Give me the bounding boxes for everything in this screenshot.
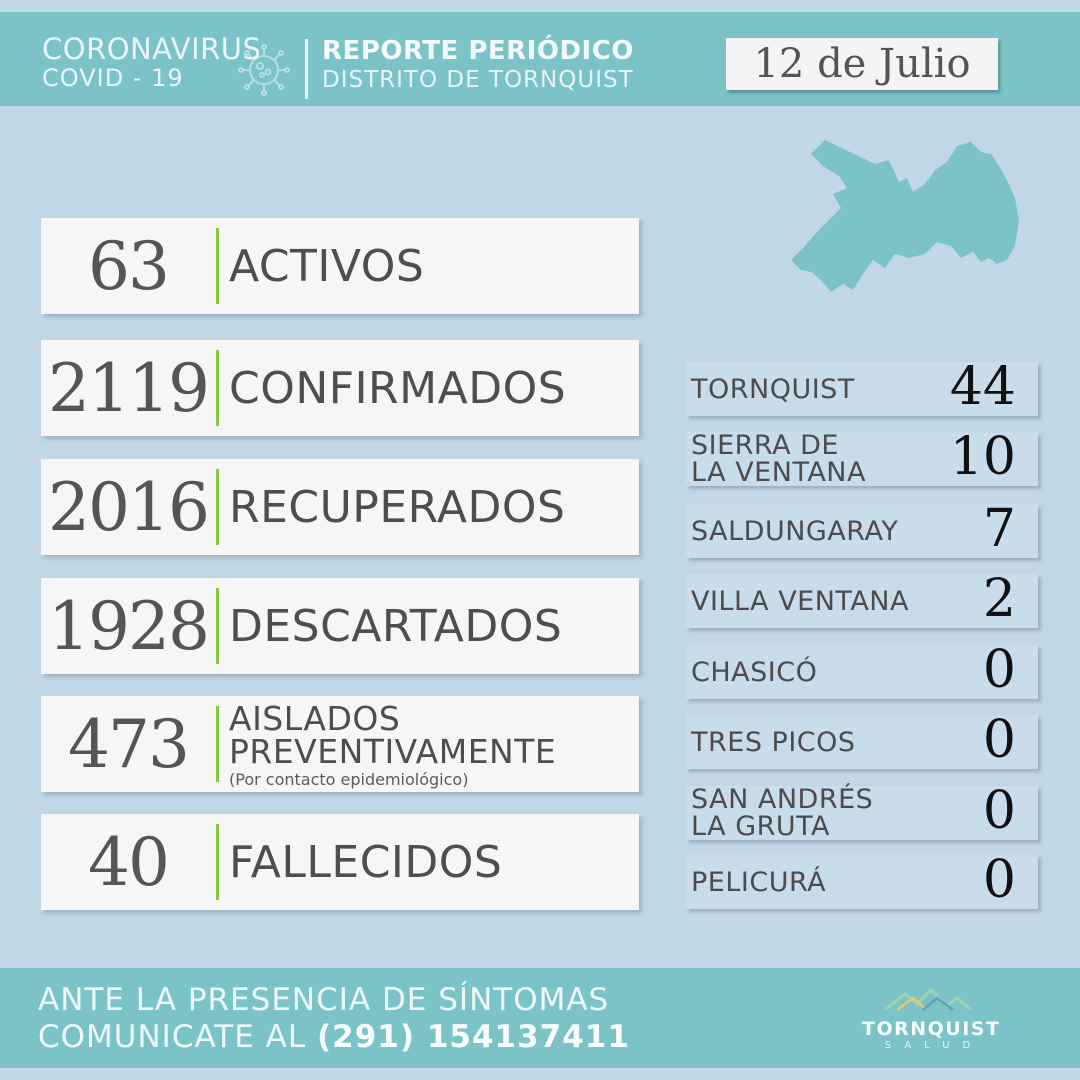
logo-sub: SALUD bbox=[884, 1040, 984, 1051]
location-name: SAN ANDRÉS LA GRUTA bbox=[691, 784, 874, 842]
location-name: TRES PICOS bbox=[691, 726, 856, 758]
bottom-strip bbox=[0, 1068, 1080, 1080]
stat-label: AISLADOS PREVENTIVAMENTE bbox=[229, 702, 556, 768]
location-name: PELICURÁ bbox=[691, 866, 827, 898]
title-coronavirus: CORONAVIRUS bbox=[42, 32, 262, 66]
stat-divider bbox=[216, 228, 219, 304]
title-covid: COVID - 19 bbox=[42, 64, 184, 92]
location-name: TORNQUIST bbox=[691, 373, 855, 405]
location-name: VILLA VENTANA bbox=[691, 585, 909, 617]
location-value: 2 bbox=[982, 569, 1016, 629]
location-name: CHASICÓ bbox=[691, 656, 818, 688]
location-row-tres-picos: TRES PICOS 0 bbox=[686, 710, 1038, 770]
location-value: 10 bbox=[949, 427, 1016, 487]
location-value: 0 bbox=[982, 781, 1016, 841]
stat-label-line1: AISLADOS bbox=[229, 699, 401, 738]
footer-line1: ANTE LA PRESENCIA DE SÍNTOMAS bbox=[38, 982, 610, 1018]
location-row-sierra-de-la-ventana: SIERRA DE LA VENTANA 10 bbox=[686, 427, 1038, 488]
stat-value: 2119 bbox=[48, 349, 210, 427]
location-row-pelicura: PELICURÁ 0 bbox=[686, 850, 1038, 910]
report-district: DISTRITO DE TORNQUIST bbox=[322, 67, 634, 93]
stat-card-activos: 63 ACTIVOS bbox=[41, 218, 639, 314]
stat-value: 63 bbox=[88, 227, 170, 305]
date-text: 12 de Julio bbox=[753, 41, 971, 87]
footer-line2-prefix: COMUNICATE AL bbox=[38, 1019, 307, 1055]
header-title: CORONAVIRUS COVID - 19 bbox=[42, 34, 261, 92]
stat-divider bbox=[216, 824, 219, 900]
stat-value: 473 bbox=[68, 705, 190, 783]
district-map-icon bbox=[791, 140, 1019, 292]
stat-card-confirmados: 2119 CONFIRMADOS bbox=[41, 340, 639, 436]
stat-card-fallecidos: 40 FALLECIDOS bbox=[41, 814, 639, 910]
location-row-saldungaray: SALDUNGARAY 7 bbox=[686, 499, 1038, 559]
footer-message: ANTE LA PRESENCIA DE SÍNTOMAS COMUNICATE… bbox=[38, 982, 630, 1056]
location-row-tornquist: TORNQUIST 44 bbox=[686, 357, 1038, 417]
stat-card-aislados: 473 AISLADOS PREVENTIVAMENTE (Por contac… bbox=[41, 696, 639, 792]
location-value: 44 bbox=[949, 357, 1016, 417]
stat-card-recuperados: 2016 RECUPERADOS bbox=[41, 459, 639, 555]
footer-line2: COMUNICATE AL (291) 154137411 bbox=[38, 1019, 630, 1056]
location-value: 0 bbox=[982, 850, 1016, 910]
stat-value: 1928 bbox=[48, 587, 210, 665]
top-strip bbox=[0, 0, 1080, 12]
location-value: 7 bbox=[982, 499, 1016, 559]
header-divider bbox=[305, 39, 308, 99]
report-heading: REPORTE PERIÓDICO bbox=[322, 36, 634, 66]
location-value: 0 bbox=[982, 710, 1016, 770]
stat-label: RECUPERADOS bbox=[229, 481, 566, 533]
stat-divider bbox=[216, 706, 219, 782]
mountains-logo-icon bbox=[884, 987, 972, 1012]
stat-label: CONFIRMADOS bbox=[229, 362, 567, 414]
stat-divider bbox=[216, 350, 219, 426]
stat-value: 40 bbox=[88, 823, 170, 901]
stat-note: (Por contacto epidemiológico) bbox=[229, 770, 469, 789]
stat-label: FALLECIDOS bbox=[229, 836, 503, 888]
location-row-villa-ventana: VILLA VENTANA 2 bbox=[686, 569, 1038, 629]
coronavirus-icon bbox=[238, 44, 290, 96]
stat-divider bbox=[216, 469, 219, 545]
location-row-san-andres-la-gruta: SAN ANDRÉS LA GRUTA 0 bbox=[686, 781, 1038, 842]
phone-number[interactable]: (291) 154137411 bbox=[316, 1019, 630, 1055]
stat-divider bbox=[216, 588, 219, 664]
logo-name: TORNQUIST bbox=[862, 1018, 1001, 1040]
location-value: 0 bbox=[982, 640, 1016, 700]
date-badge: 12 de Julio bbox=[726, 38, 998, 90]
stat-value: 2016 bbox=[48, 468, 210, 546]
report-title: REPORTE PERIÓDICO DISTRITO DE TORNQUIST bbox=[322, 36, 634, 94]
footer-band: ANTE LA PRESENCIA DE SÍNTOMAS COMUNICATE… bbox=[0, 968, 1080, 1068]
stat-label-line2: PREVENTIVAMENTE bbox=[229, 732, 557, 771]
stat-label: ACTIVOS bbox=[229, 240, 425, 292]
stat-card-descartados: 1928 DESCARTADOS bbox=[41, 578, 639, 674]
location-name: SIERRA DE LA VENTANA bbox=[691, 430, 866, 488]
tornquist-salud-logo: TORNQUIST SALUD bbox=[862, 986, 1001, 1051]
location-name: SALDUNGARAY bbox=[691, 515, 899, 547]
location-row-chasico: CHASICÓ 0 bbox=[686, 640, 1038, 700]
stat-label: DESCARTADOS bbox=[229, 600, 563, 652]
